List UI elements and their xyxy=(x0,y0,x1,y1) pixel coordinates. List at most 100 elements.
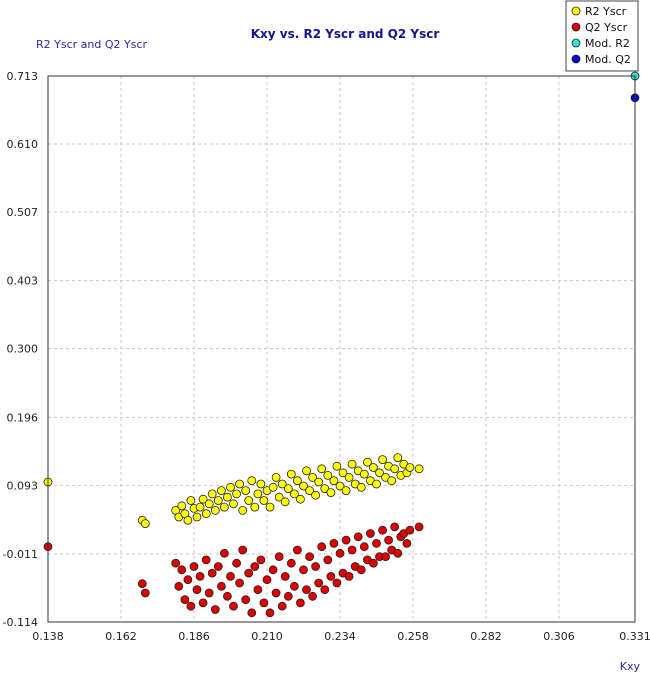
point-q2-yscr xyxy=(295,598,305,608)
point-q2-yscr xyxy=(207,568,217,578)
point-r2-yscr xyxy=(235,479,245,489)
point-r2-yscr xyxy=(302,466,311,476)
point-r2-yscr xyxy=(341,486,351,496)
plot-frame xyxy=(47,75,636,623)
point-r2-yscr xyxy=(347,459,357,469)
point-q2-yscr xyxy=(247,608,257,618)
point-q2-yscr xyxy=(226,572,235,581)
point-r2-yscr xyxy=(241,486,251,496)
y-tick-label: 0.300 xyxy=(7,343,39,356)
point-r2-yscr xyxy=(268,482,278,492)
point-q2-yscr xyxy=(308,591,318,601)
point-r2-yscr xyxy=(277,479,287,489)
point-q2-yscr xyxy=(314,578,324,588)
point-r2-yscr xyxy=(183,515,193,525)
point-q2-yscr xyxy=(372,539,381,548)
y-tick-label: 0.507 xyxy=(7,206,39,219)
legend-entry: R2 Yscr xyxy=(585,5,627,18)
point-q2-yscr xyxy=(393,548,403,558)
point-r2-yscr xyxy=(253,489,263,499)
x-tick-label: 0.331 xyxy=(619,630,650,643)
point-r2-yscr xyxy=(232,489,242,499)
y-tick-label: 0.713 xyxy=(7,70,39,83)
point-q2-yscr xyxy=(232,558,242,568)
point-q2-yscr xyxy=(265,608,275,618)
point-r2-yscr xyxy=(305,486,315,496)
point-q2-yscr xyxy=(271,588,281,598)
point-q2-yscr xyxy=(219,548,229,558)
y-tick-labels: 0.713 0.610 0.507 0.403 0.300 0.196 0.093 -0.01… xyxy=(3,70,38,629)
point-q2-yscr xyxy=(359,542,369,552)
legend-entry: Mod. R2 xyxy=(585,37,630,50)
point-r2-yscr xyxy=(359,469,369,479)
point-q2-yscr xyxy=(238,545,248,555)
point-q2-yscr xyxy=(302,585,311,594)
point-q2-yscr xyxy=(198,598,208,608)
point-r2-yscr xyxy=(295,494,305,504)
y-tick-label: -0.114 xyxy=(3,616,38,629)
point-r2-yscr xyxy=(356,482,366,492)
point-r2-yscr xyxy=(280,497,290,507)
point-q2-yscr xyxy=(365,529,375,538)
point-q2-yscr xyxy=(213,562,223,571)
x-tick-labels: 0.138 0.162 0.186 0.210 0.234 0.258 0.282 0.306… xyxy=(32,630,650,643)
point-q2-yscr xyxy=(171,558,181,568)
point-q2-yscr xyxy=(192,585,202,594)
point-r2-yscr xyxy=(250,502,260,512)
point-q2-yscr xyxy=(311,562,321,571)
point-r2-yscr xyxy=(201,509,211,519)
point-r2-yscr xyxy=(387,476,397,486)
x-tick-label: 0.306 xyxy=(543,630,575,643)
point-q2-yscr xyxy=(256,555,266,565)
point-r2-yscr xyxy=(314,477,324,487)
point-q2-yscr xyxy=(341,535,351,545)
point-q2-yscr xyxy=(274,552,284,561)
point-r2-yscr xyxy=(283,484,293,494)
point-q2-yscr xyxy=(183,575,193,585)
point-r2-yscr xyxy=(329,476,339,486)
y-tick-label: 0.610 xyxy=(7,138,39,151)
point-q2-yscr xyxy=(186,601,196,611)
point-r2-yscr xyxy=(210,505,220,515)
point-q2-yscr xyxy=(195,572,205,581)
point-q2-yscr xyxy=(344,572,354,581)
point-q2-yscr xyxy=(189,562,199,571)
point-r2-yscr xyxy=(308,472,318,482)
point-q2-yscr xyxy=(222,591,232,601)
point-r2-yscr xyxy=(207,489,217,499)
x-tick-label: 0.210 xyxy=(251,630,283,643)
point-q2-yscr xyxy=(204,588,214,598)
point-r2-yscr xyxy=(368,463,378,472)
grid xyxy=(48,76,635,622)
point-r2-yscr xyxy=(375,468,384,478)
point-r2-yscr xyxy=(204,499,214,509)
point-q2-yscr xyxy=(320,585,330,594)
point-q2-yscr xyxy=(368,558,378,568)
point-r2-yscr xyxy=(390,464,400,474)
point-q2-yscr xyxy=(174,581,184,591)
point-r2-yscr xyxy=(320,484,330,494)
point-r2-yscr xyxy=(186,496,196,505)
legend-marker xyxy=(571,54,581,64)
point-q2-yscr xyxy=(250,562,260,571)
point-q2-yscr xyxy=(277,601,287,611)
point-q2-yscr xyxy=(216,581,226,591)
legend-entry: Q2 Yscr xyxy=(585,21,628,34)
point-q2-yscr xyxy=(268,565,278,575)
point-r2-yscr xyxy=(222,492,232,502)
point-q2-yscr xyxy=(289,581,299,591)
point-r2-yscr xyxy=(198,494,208,504)
point-q2-yscr xyxy=(381,552,391,561)
point-q2-yscr xyxy=(229,601,238,611)
point-r2-yscr xyxy=(326,488,336,498)
point-r2-yscr xyxy=(238,505,248,515)
data-points xyxy=(43,71,640,618)
point-r2-yscr xyxy=(271,472,281,482)
point-q2-yscr xyxy=(329,539,339,548)
point-r2-yscr xyxy=(177,501,187,511)
point-q2-yscr xyxy=(305,552,315,561)
legend-entry: Mod. Q2 xyxy=(585,53,631,66)
point-r2-yscr xyxy=(362,457,372,467)
point-r2-yscr xyxy=(332,461,342,471)
